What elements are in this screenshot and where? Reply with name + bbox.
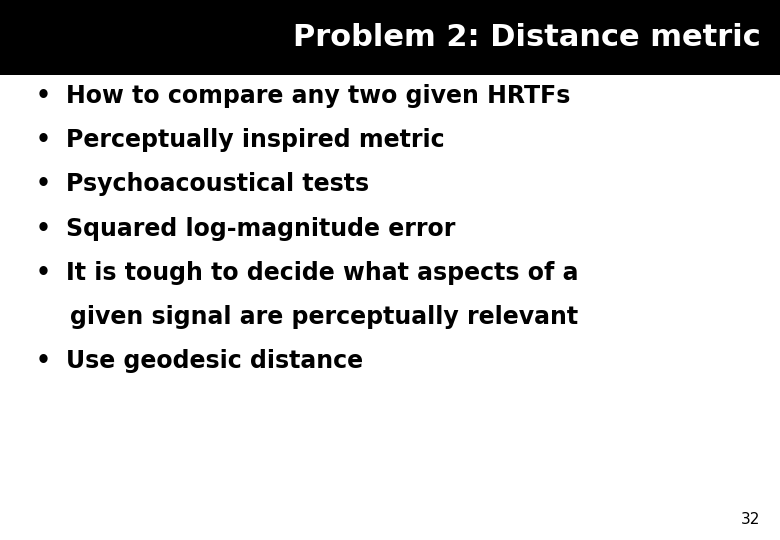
Text: •: • (35, 217, 51, 240)
Text: How to compare any two given HRTFs: How to compare any two given HRTFs (66, 84, 571, 107)
FancyBboxPatch shape (0, 0, 780, 75)
Text: Problem 2: Distance metric: Problem 2: Distance metric (292, 23, 760, 52)
Text: It is tough to decide what aspects of a: It is tough to decide what aspects of a (66, 261, 579, 285)
Text: •: • (35, 128, 51, 152)
Text: Psychoacoustical tests: Psychoacoustical tests (66, 172, 370, 196)
Text: given signal are perceptually relevant: given signal are perceptually relevant (70, 305, 578, 329)
Text: •: • (35, 261, 51, 285)
Text: •: • (35, 84, 51, 107)
Text: •: • (35, 172, 51, 196)
Text: Perceptually inspired metric: Perceptually inspired metric (66, 128, 445, 152)
Text: •: • (35, 349, 51, 373)
Text: 32: 32 (741, 511, 760, 526)
Text: Use geodesic distance: Use geodesic distance (66, 349, 363, 373)
Text: Squared log-magnitude error: Squared log-magnitude error (66, 217, 456, 240)
